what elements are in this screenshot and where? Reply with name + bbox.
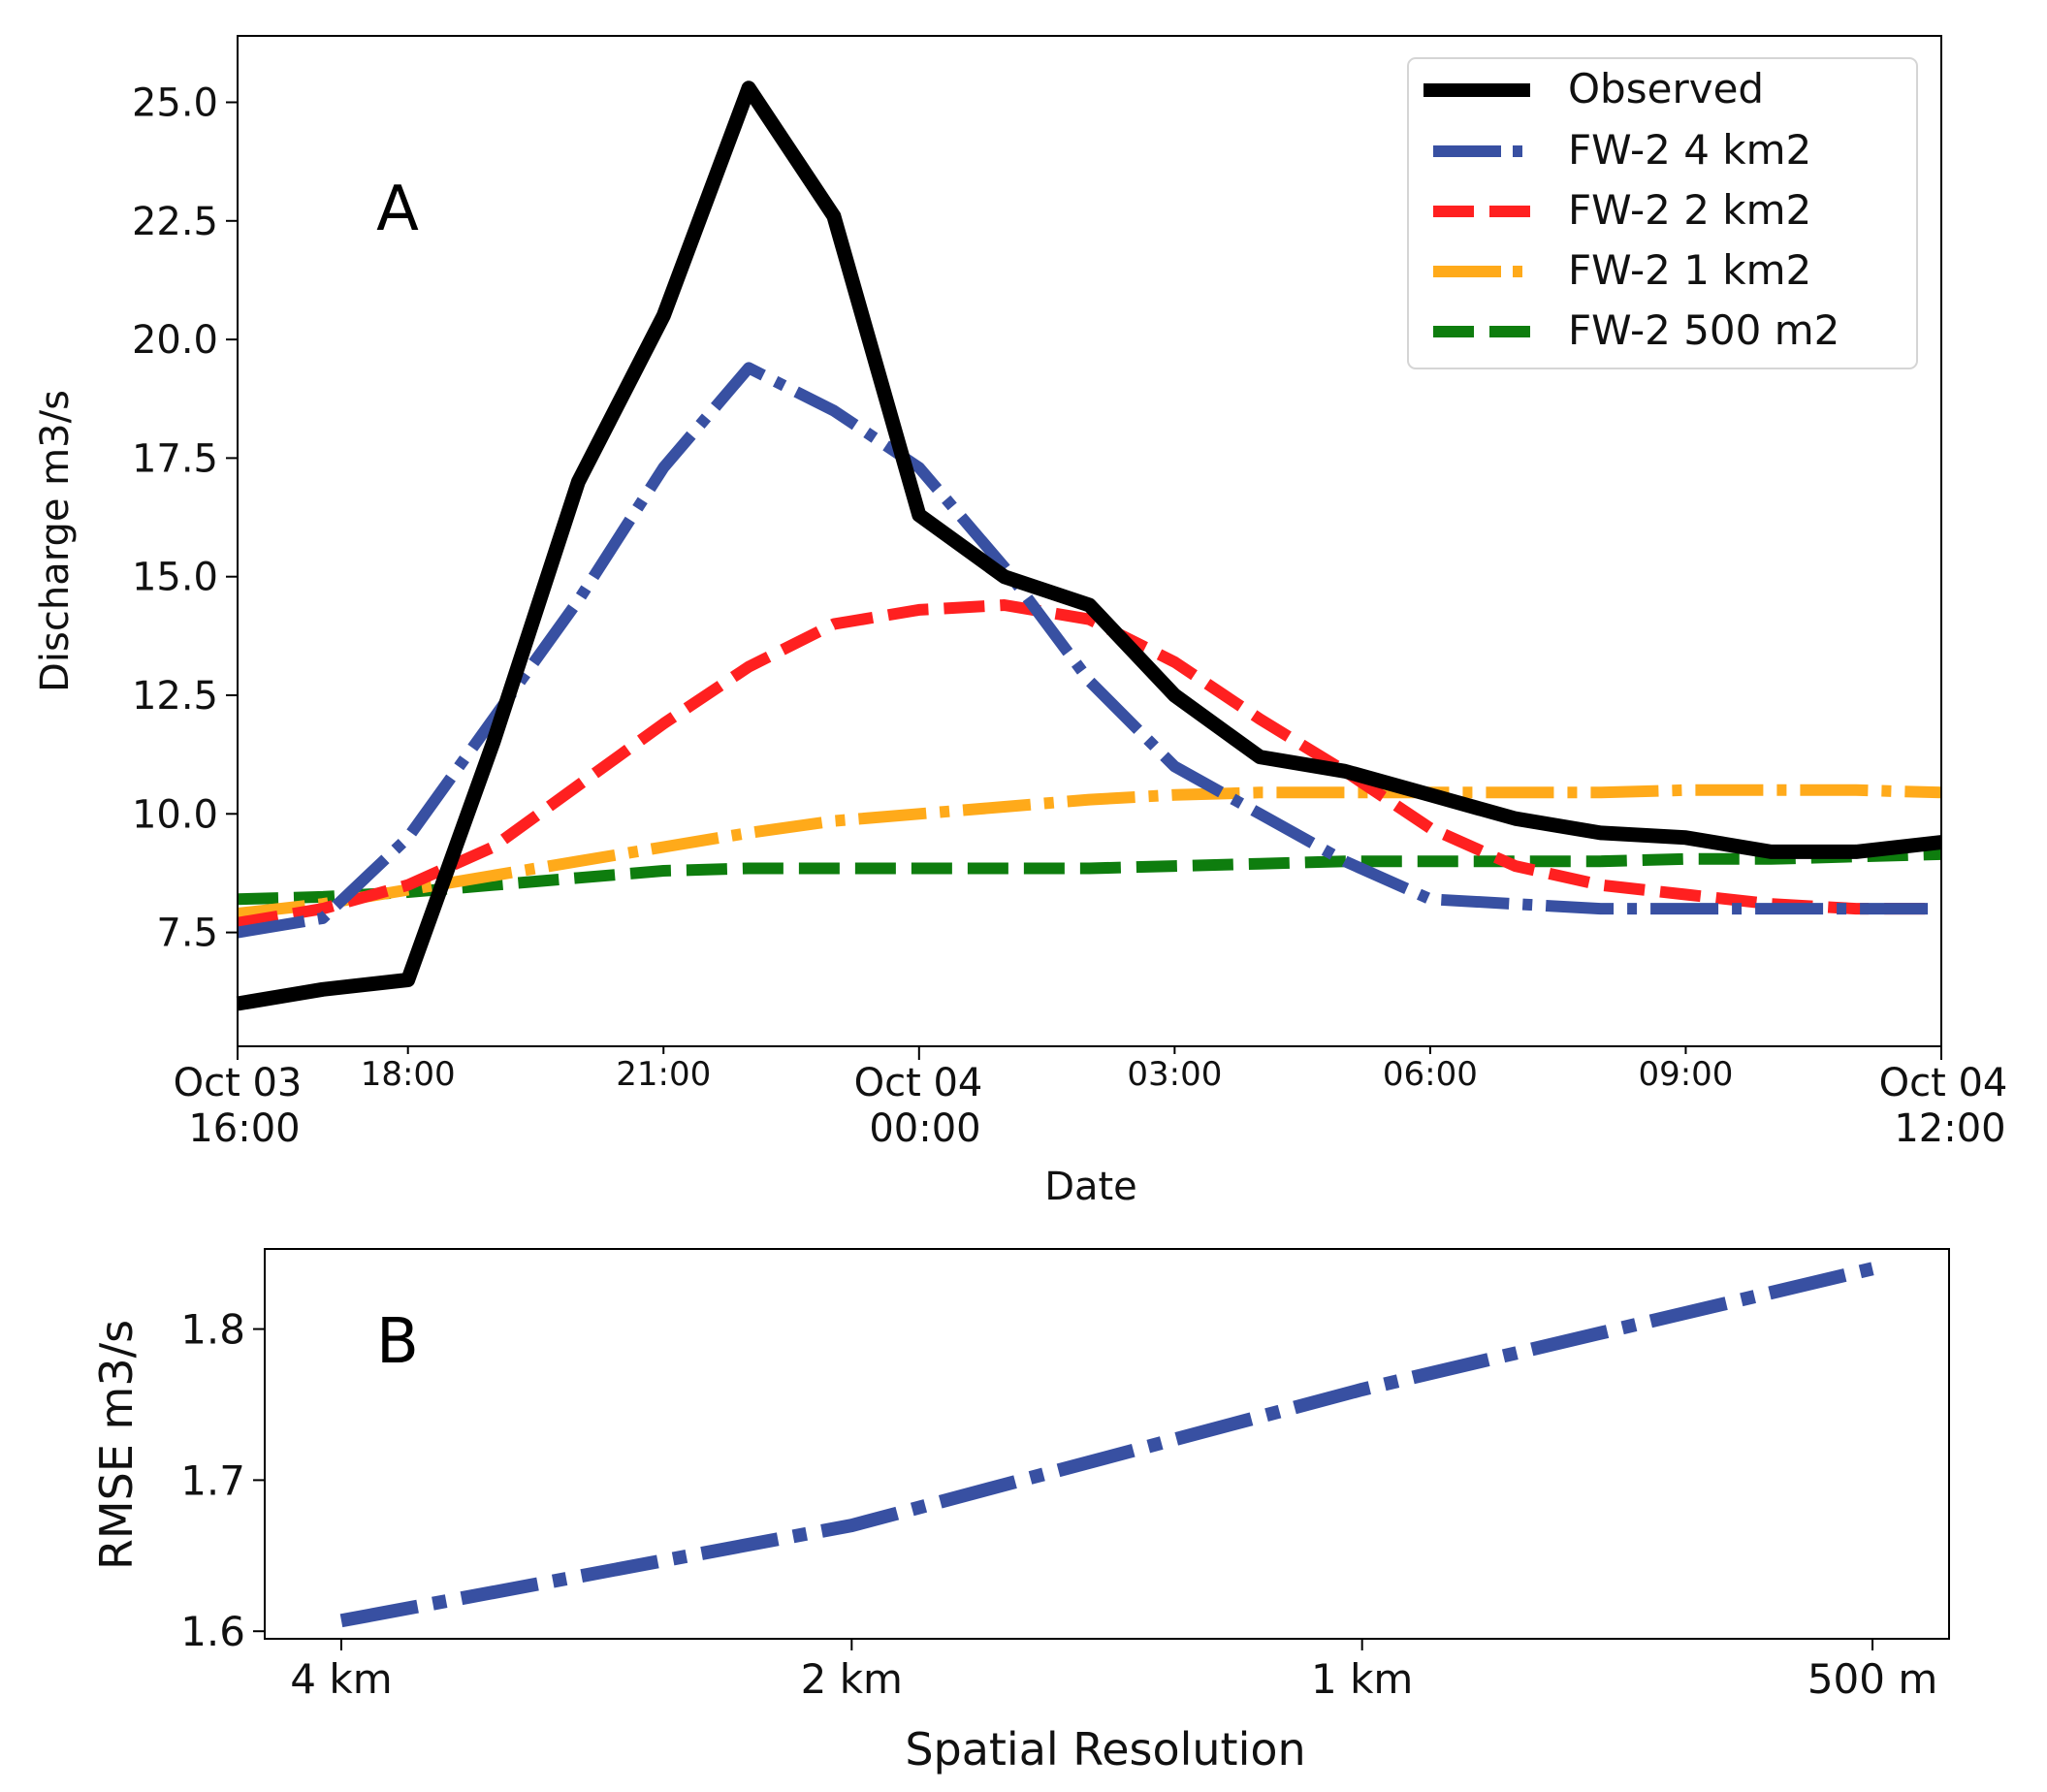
b-x-tick-label-1-km: 1 km [1311, 1655, 1413, 1703]
a-y-tick-label-15-0: 15.0 [132, 556, 218, 600]
panel-b-series [339, 1262, 1874, 1628]
panel-a-y-axis-title: Discharge m3/s [33, 390, 78, 692]
panel-a-plot-frame [237, 35, 1942, 1047]
b-x-tick-label-4-km: 4 km [290, 1655, 392, 1703]
b-y-tick-label-1-6: 1.6 [180, 1608, 245, 1655]
panel-b-letter: B [376, 1306, 419, 1378]
legend-box [1407, 57, 1918, 369]
a-x-tick-label-03-00: 03:00 [1127, 1055, 1222, 1094]
a-x-tick-label-09-00: 09:00 [1638, 1055, 1733, 1094]
legend-label-observed: Observed [1568, 65, 1764, 112]
panel-a-discharge-chart: 7.5 10.0 12.5 15.0 17.5 20.0 22.5 25.0 Oct 03 1… [33, 35, 2008, 1209]
series-line-fw-2-2-km2 [237, 599, 1941, 929]
panel-b-y-axis-title: RMSE m3/s [90, 1320, 143, 1570]
panel-a-y-tick-marks [226, 101, 238, 934]
panel-a-x-tick-labels: Oct 03 16:00 Oct 04 00:00 Oct 04 12:00 1… [174, 1055, 2008, 1151]
a-x-tick-label-oct04-12-line1: Oct 04 [1879, 1061, 2008, 1105]
legend-label-fw2-500m: FW-2 500 m2 [1568, 306, 1839, 354]
panel-a-series [236, 80, 1942, 1011]
a-x-tick-label-oct03-line1: Oct 03 [174, 1061, 303, 1105]
panel-a-y-tick-labels: 7.5 10.0 12.5 15.0 17.5 20.0 22.5 25.0 [132, 80, 218, 955]
a-x-tick-label-21-00: 21:00 [616, 1055, 711, 1094]
panel-b-plot-frame [264, 1248, 1950, 1640]
b-y-tick-label-1-7: 1.7 [180, 1456, 245, 1504]
legend-label-fw2-2km: FW-2 2 km2 [1568, 186, 1811, 234]
a-x-tick-label-oct03-line2: 16:00 [188, 1106, 300, 1151]
a-y-tick-label-20-0: 20.0 [132, 318, 218, 363]
series-line-fw-2-4-km2 [237, 362, 1941, 939]
a-y-tick-label-12-5: 12.5 [132, 674, 218, 719]
panel-a-x-tick-marks [237, 1046, 1942, 1060]
a-y-tick-label-22-5: 22.5 [132, 200, 218, 244]
a-y-tick-label-17-5: 17.5 [132, 436, 218, 481]
b-y-tick-label-1-8: 1.8 [180, 1306, 245, 1354]
a-x-tick-label-18-00: 18:00 [361, 1055, 456, 1094]
series-line-observed [236, 80, 1942, 1011]
panel-b-x-tick-marks [339, 1639, 1874, 1650]
a-x-tick-label-oct04-00-line1: Oct 04 [854, 1061, 983, 1105]
panel-a-letter: A [376, 174, 419, 245]
a-y-tick-label-7-5: 7.5 [156, 912, 218, 956]
a-y-tick-label-25-0: 25.0 [132, 80, 218, 125]
panel-a-x-axis-title: Date [1044, 1165, 1137, 1209]
panel-b-x-tick-labels: 4 km 2 km 1 km 500 m [290, 1655, 1937, 1703]
panel-b-x-axis-title: Spatial Resolution [905, 1723, 1305, 1776]
series-line-rmse [339, 1262, 1874, 1628]
a-x-tick-label-06-00: 06:00 [1383, 1055, 1478, 1094]
b-x-tick-label-2-km: 2 km [801, 1655, 903, 1703]
series-line-fw-2-500-m2 [237, 848, 1942, 906]
legend-label-fw2-1km: FW-2 1 km2 [1568, 246, 1811, 294]
panel-a-legend: Observed FW-2 4 km2 FW-2 2 km2 FW-2 1 km… [1407, 57, 1918, 369]
b-x-tick-label-500-m: 500 m [1807, 1655, 1937, 1703]
legend-label-fw2-4km: FW-2 4 km2 [1568, 126, 1811, 174]
panel-b-y-tick-labels: 1.6 1.7 1.8 [180, 1306, 245, 1656]
a-x-tick-label-oct04-12-line2: 12:00 [1894, 1106, 2005, 1151]
panel-b-y-tick-marks [253, 1328, 265, 1633]
series-line-fw-2-1-km2 [237, 784, 1942, 919]
a-x-tick-label-oct04-00-line2: 00:00 [869, 1106, 980, 1151]
panel-b-rmse-chart: 1.61.71.8 4 km 2 km 1 km 500 m B RMSE m3/s … [90, 1248, 1950, 1776]
a-y-tick-label-10-0: 10.0 [132, 792, 218, 837]
